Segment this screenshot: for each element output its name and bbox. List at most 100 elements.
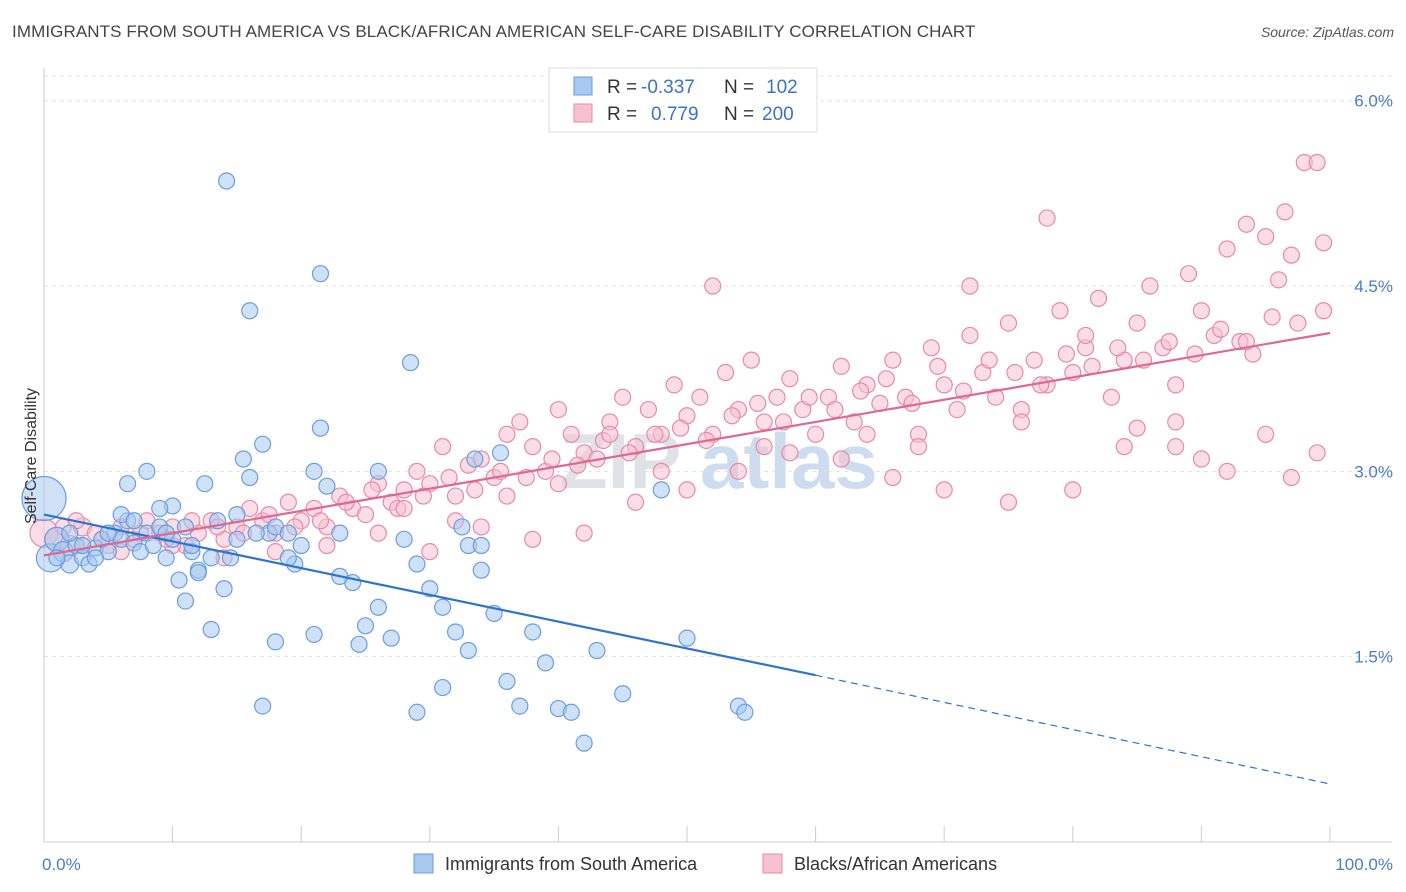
- point-blacks-123: [575, 524, 593, 542]
- y-axis-title: Self-Care Disability: [23, 388, 40, 524]
- point-blacks-154: [569, 456, 587, 474]
- point-immigrants-50: [472, 561, 490, 579]
- point-blacks-192: [549, 475, 568, 493]
- point-immigrants-81: [118, 475, 137, 493]
- point-blacks-106: [1077, 326, 1095, 345]
- point-blacks-40: [549, 400, 568, 419]
- bottom-legend-label-blacks: Blacks/African Americans: [794, 854, 997, 874]
- point-blacks-95: [1257, 228, 1275, 246]
- point-blacks-28: [395, 481, 413, 499]
- point-blacks-153: [543, 450, 561, 468]
- y-tick-label-3: 6.0%: [1354, 92, 1393, 111]
- point-immigrants-59: [588, 641, 606, 660]
- point-blacks-90: [1192, 302, 1211, 320]
- point-blacks-25: [356, 505, 375, 524]
- point-immigrants-64: [218, 172, 236, 190]
- point-blacks-102: [1237, 215, 1256, 233]
- point-blacks-86: [1141, 277, 1159, 295]
- point-immigrants-43: [382, 629, 400, 647]
- point-immigrants-60: [614, 685, 632, 703]
- point-immigrants-52: [498, 672, 516, 690]
- bottom-legend-label-immigrants: Immigrants from South America: [445, 854, 698, 874]
- point-immigrants-68: [311, 419, 330, 437]
- point-immigrants-35: [279, 524, 297, 542]
- point-blacks-121: [678, 481, 696, 499]
- point-immigrants-95: [247, 524, 265, 542]
- point-blacks-60: [806, 425, 825, 443]
- source-label: Source: ZipAtlas.com: [1260, 24, 1394, 40]
- point-blacks-71: [948, 400, 966, 419]
- point-blacks-171: [1006, 363, 1024, 382]
- point-immigrants-39: [331, 524, 349, 542]
- point-blacks-120: [729, 462, 748, 480]
- legend-n-value-0: 102: [766, 77, 798, 98]
- point-immigrants-57: [562, 703, 580, 721]
- point-blacks-163: [800, 388, 818, 406]
- point-immigrants-37: [305, 462, 323, 480]
- point-immigrants-100: [434, 678, 452, 697]
- point-blacks-49: [665, 376, 683, 394]
- point-immigrants-30: [234, 450, 252, 468]
- y-tick-label-0: 1.5%: [1354, 648, 1393, 667]
- point-blacks-110: [1218, 462, 1236, 480]
- point-blacks-117: [884, 468, 902, 487]
- point-blacks-31: [434, 438, 452, 456]
- point-blacks-119: [781, 444, 799, 462]
- point-blacks-75: [999, 314, 1018, 332]
- point-blacks-164: [826, 400, 844, 419]
- bottom-legend: Immigrants from South America Blacks/Afr…: [413, 853, 997, 874]
- point-blacks-85: [1128, 314, 1146, 332]
- point-blacks-175: [1109, 339, 1127, 357]
- point-blacks-66: [884, 351, 902, 369]
- point-blacks-112: [1282, 468, 1301, 487]
- point-immigrants-103: [652, 481, 670, 499]
- point-blacks-96: [1269, 271, 1288, 289]
- point-blacks-107: [1128, 419, 1146, 437]
- point-blacks-149: [440, 468, 458, 487]
- legend-swatch-pink: [573, 103, 593, 123]
- trend-blacks: [43, 331, 1331, 557]
- point-immigrants-17: [144, 536, 162, 555]
- trend-immigrants-extension: [815, 674, 1331, 785]
- point-blacks-111: [1257, 425, 1275, 443]
- point-immigrants-28: [215, 580, 233, 598]
- point-immigrants-90: [61, 524, 79, 542]
- point-immigrants-69: [472, 536, 490, 555]
- chart-title: IMMIGRANTS FROM SOUTH AMERICA VS BLACK/A…: [12, 22, 976, 41]
- point-immigrants-44: [395, 530, 413, 548]
- point-blacks-51: [691, 388, 709, 406]
- point-blacks-115: [999, 493, 1018, 511]
- point-blacks-165: [852, 382, 870, 400]
- point-immigrants-82: [151, 499, 169, 518]
- point-immigrants-47: [434, 598, 452, 616]
- point-blacks-69: [922, 339, 940, 357]
- point-blacks-100: [1314, 234, 1333, 252]
- point-blacks-127: [369, 524, 387, 542]
- point-blacks-53: [716, 363, 735, 382]
- point-immigrants-83: [189, 564, 207, 582]
- axes: [43, 68, 1392, 843]
- point-blacks-103: [1038, 209, 1056, 227]
- legend: R = -0.337 N = 102 R = 0.779 N = 200: [548, 67, 818, 133]
- point-blacks-183: [1314, 302, 1333, 320]
- point-blacks-193: [498, 487, 516, 505]
- point-blacks-186: [1012, 413, 1030, 431]
- point-blacks-29: [408, 462, 426, 480]
- legend-box: [548, 67, 818, 133]
- point-blacks-83: [1102, 388, 1120, 406]
- point-blacks-181: [1263, 308, 1281, 326]
- point-blacks-70: [935, 376, 953, 394]
- point-immigrants-26: [202, 549, 220, 567]
- point-immigrants-58: [575, 734, 593, 752]
- point-immigrants-65: [241, 302, 259, 320]
- point-blacks-177: [1160, 333, 1178, 351]
- point-blacks-79: [1051, 302, 1069, 320]
- legend-r-label-1: R =: [607, 104, 637, 125]
- gridlines: [44, 75, 1392, 658]
- point-immigrants-31: [241, 468, 259, 487]
- point-immigrants-97: [305, 625, 323, 644]
- point-blacks-114: [1064, 481, 1082, 499]
- point-blacks-92: [1218, 240, 1236, 258]
- point-immigrants-25: [196, 475, 214, 493]
- point-blacks-58: [781, 370, 799, 388]
